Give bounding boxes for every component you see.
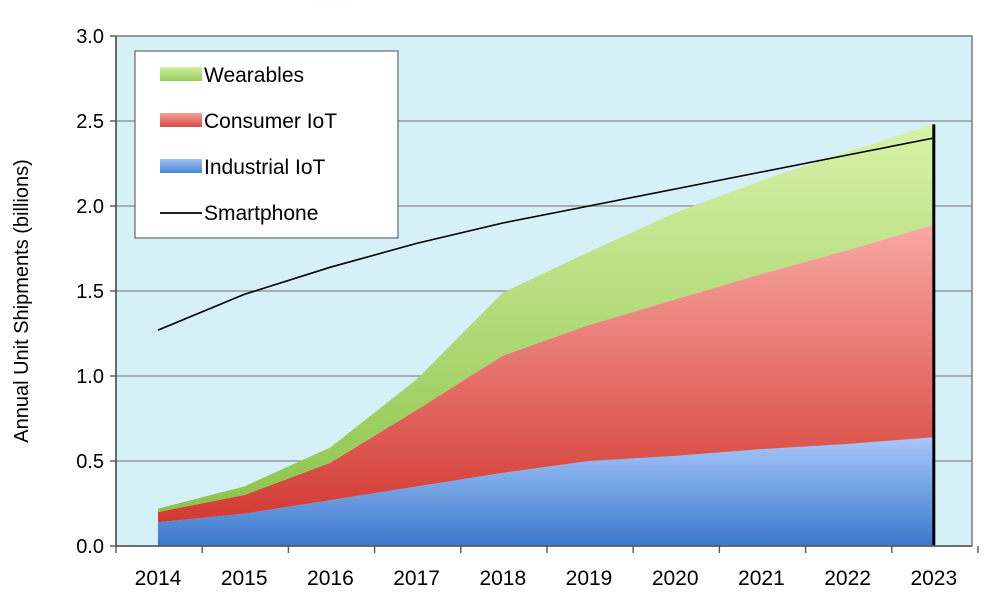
legend: Wearables Consumer IoT Industrial IoT Smart… — [134, 50, 399, 239]
area-consumer-iot — [158, 224, 934, 523]
y-tick-label: 2.0 — [76, 196, 104, 218]
legend-label-wearables: Wearables — [204, 64, 304, 87]
y-tick-label: 1.0 — [76, 366, 104, 388]
y-tick-label: 0.5 — [76, 451, 104, 473]
line-series-group — [157, 137, 934, 331]
area-industrial-iot — [158, 437, 934, 546]
x-tick-label: 2017 — [393, 567, 440, 590]
x-tick-label: 2021 — [738, 567, 785, 590]
x-tick-label: 2023 — [910, 567, 957, 590]
y-axis-tick-labels: 0.0 0.5 1.0 1.5 2.0 2.5 3.0 — [76, 26, 104, 558]
area-wearables — [158, 124, 934, 513]
y-tick-label: 3.0 — [76, 26, 104, 48]
legend-box — [134, 50, 399, 239]
axes — [110, 35, 979, 553]
x-tick-label: 2016 — [307, 567, 354, 590]
y-tick-label: 0.0 — [76, 536, 104, 558]
x-tick-label: 2020 — [652, 567, 699, 590]
area-series-group — [158, 124, 936, 546]
x-tick-label: 2015 — [221, 567, 268, 590]
background-decoration — [228, 0, 432, 12]
y-axis-title: Annual Unit Shipments (billions) — [11, 159, 33, 442]
x-tick-label: 2019 — [566, 567, 613, 590]
legend-label-consumer-iot: Consumer IoT — [204, 110, 337, 133]
x-axis-tick-labels: 2014 2015 2016 2017 2018 2019 2020 2021 2022 2023 — [135, 567, 958, 590]
legend-swatch-consumer-iot — [160, 113, 202, 127]
x-tick-label: 2022 — [824, 567, 871, 590]
y-tick-label: 2.5 — [76, 111, 104, 133]
legend-swatch-industrial-iot — [160, 159, 202, 173]
legend-label-smartphone: Smartphone — [204, 202, 318, 225]
line-smartphone — [157, 137, 934, 331]
y-tick-label: 1.5 — [76, 281, 104, 303]
x-tick-label: 2018 — [479, 567, 526, 590]
legend-swatch-wearables — [160, 67, 202, 81]
x-tick-label: 2014 — [135, 567, 182, 590]
legend-label-industrial-iot: Industrial IoT — [204, 156, 326, 179]
